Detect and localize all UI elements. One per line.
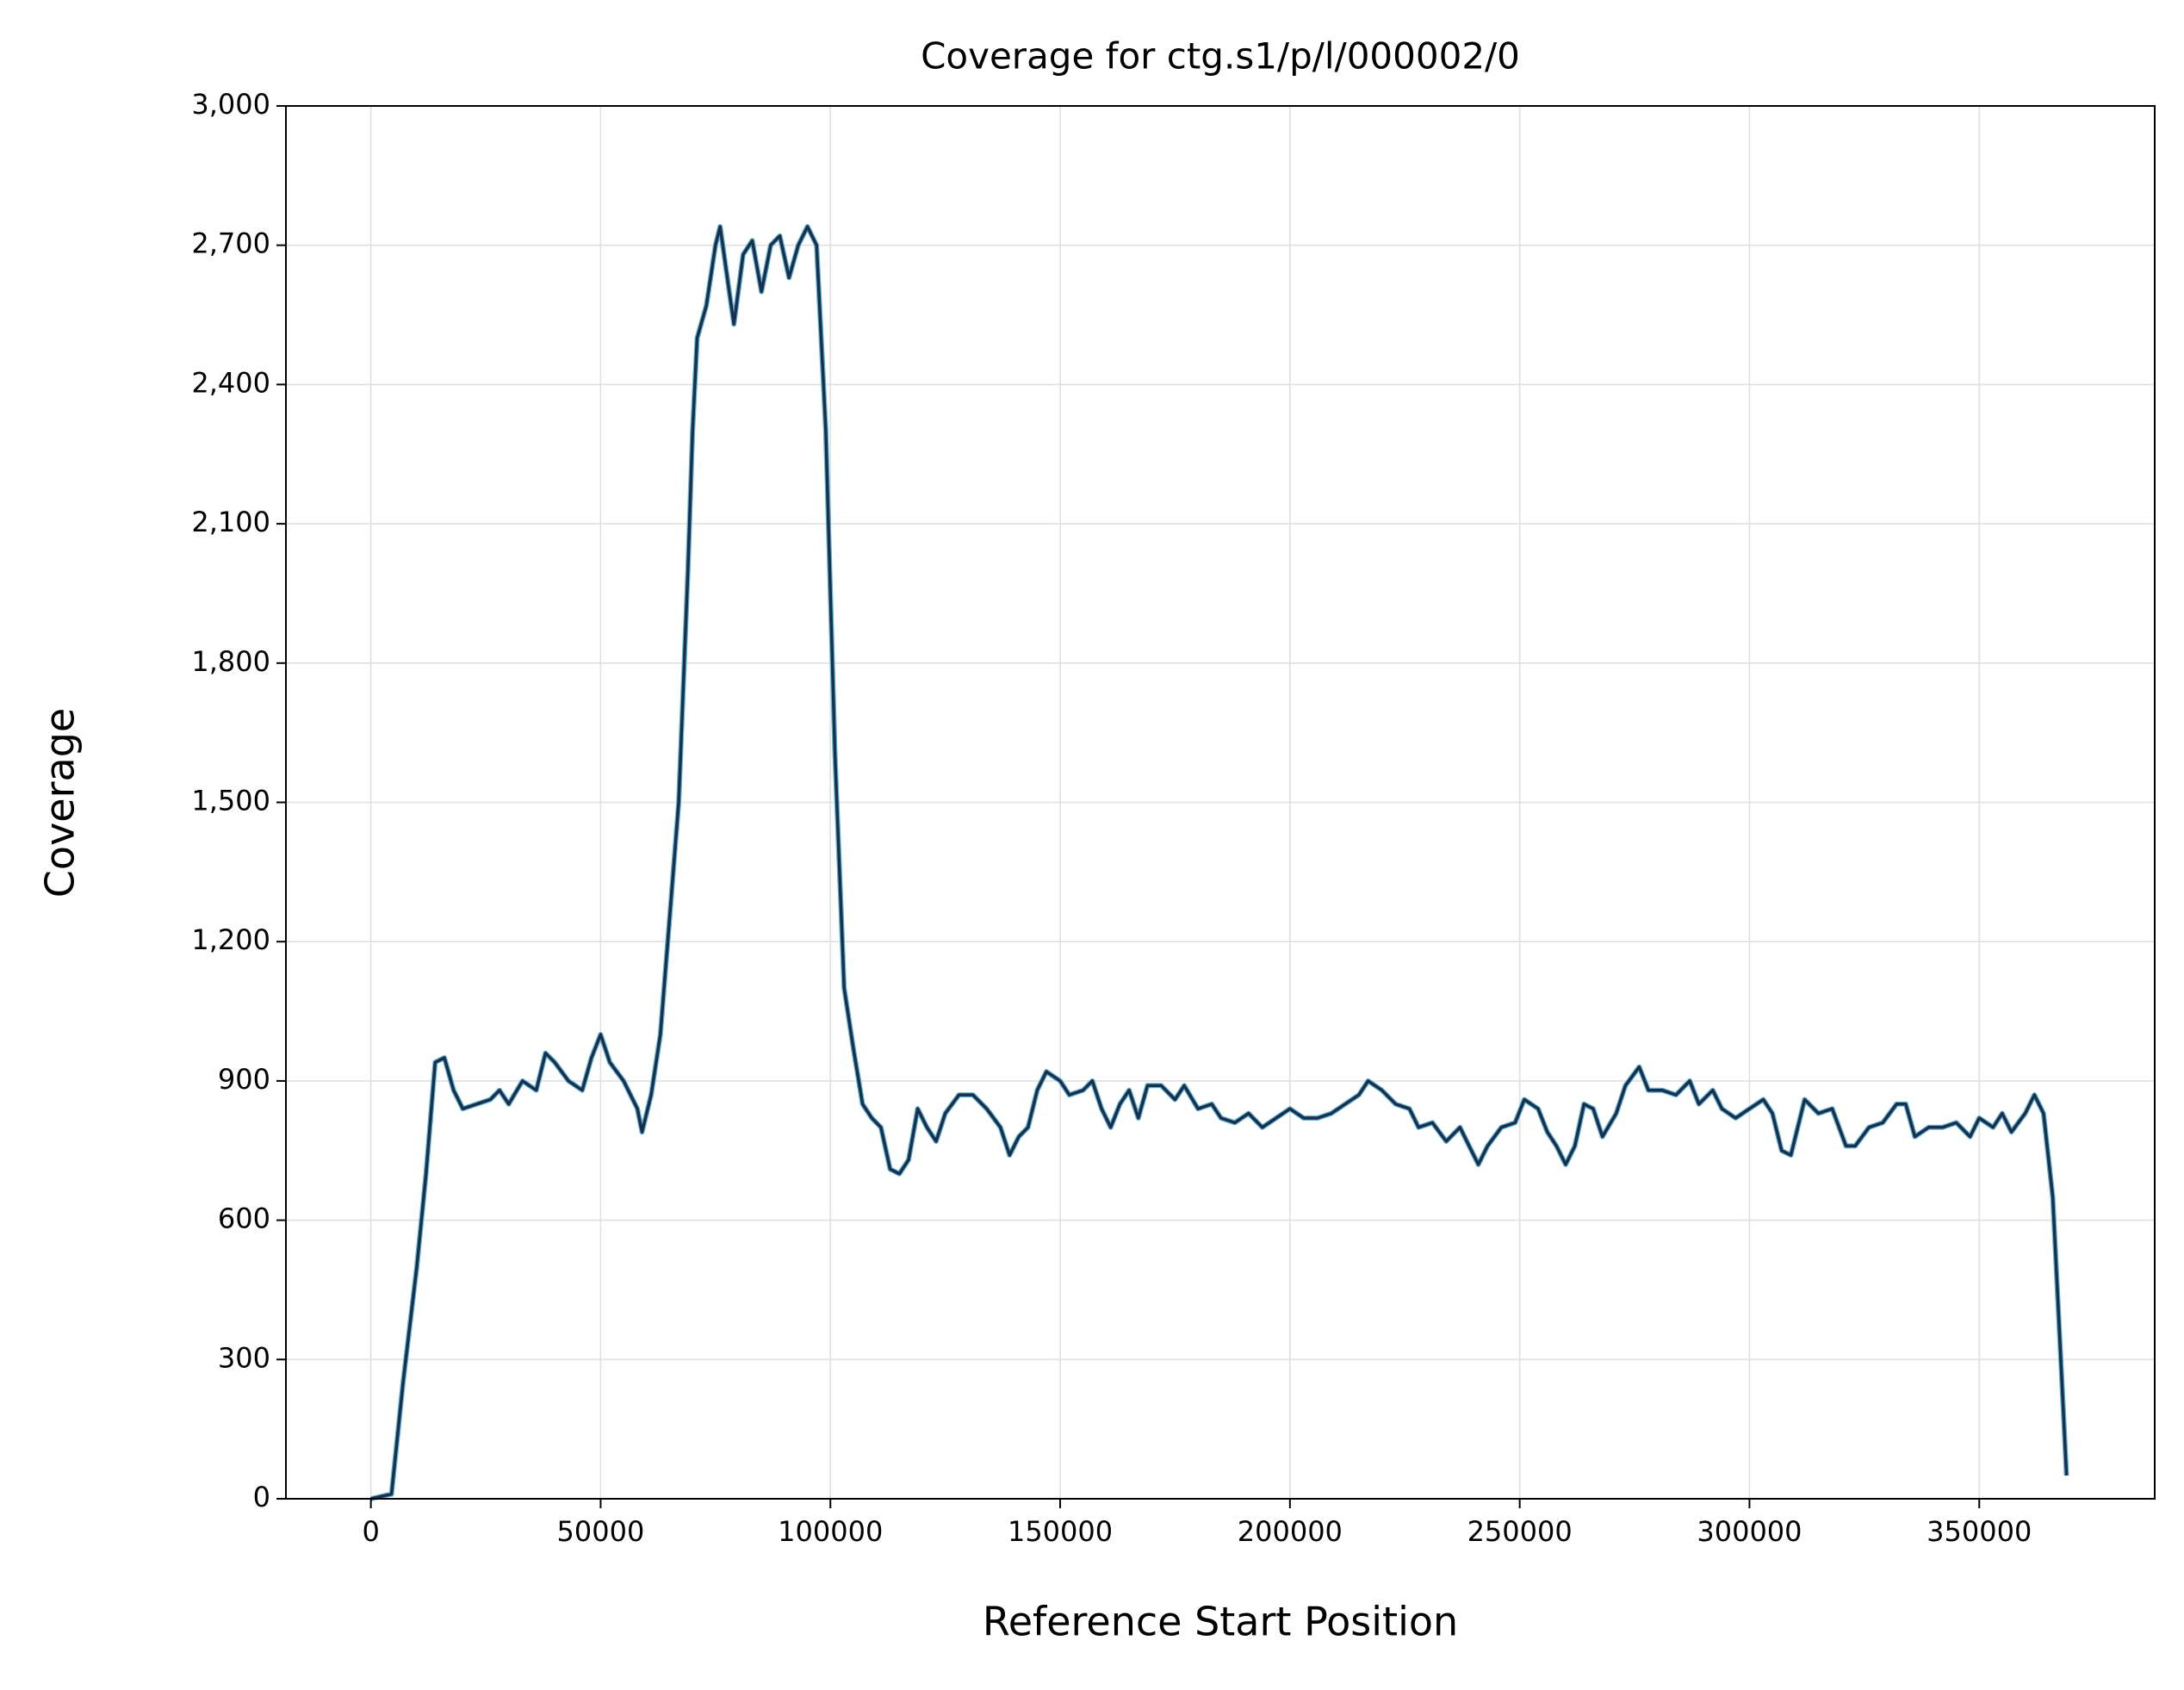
x-tick-label: 300000 (1697, 1515, 1802, 1548)
line (370, 225, 2069, 1500)
x-tick-label: 250000 (1467, 1515, 1573, 1548)
y-tick-label: 2,100 (191, 506, 270, 538)
y-tick-label: 300 (218, 1341, 270, 1374)
x-axis-label: Reference Start Position (983, 1599, 1458, 1645)
y-tick-label: 2,400 (191, 366, 270, 399)
x-tick-label: 100000 (778, 1515, 883, 1548)
y-tick-label: 1,500 (191, 785, 270, 817)
grid (286, 105, 2155, 1500)
x-tick-label: 50000 (557, 1515, 645, 1548)
y-tick-label: 1,200 (191, 923, 270, 956)
y-tick-label: 3,000 (191, 88, 270, 121)
line-underlay (369, 224, 2069, 1501)
x-tick-label: 150000 (1008, 1515, 1113, 1548)
x-tick-label: 350000 (1927, 1515, 2032, 1548)
y-tick-label: 900 (218, 1063, 270, 1096)
x-tick-label: 200000 (1238, 1515, 1343, 1548)
y-tick-label: 600 (218, 1202, 270, 1235)
chart-title: Coverage for ctg.s1/p/l/000002/0 (921, 35, 1520, 78)
y-axis-label: Coverage (37, 708, 84, 898)
y-tick-label: 1,800 (191, 645, 270, 678)
y-tick-label: 2,700 (191, 227, 270, 260)
x-tick-label: 0 (362, 1515, 379, 1548)
ticks: 0 300 600 900 1,200 1,500 1,800 2,100 2,400 2,700… (191, 88, 2032, 1548)
y-tick-label: 0 (253, 1481, 270, 1513)
plot-area (369, 224, 2069, 1501)
